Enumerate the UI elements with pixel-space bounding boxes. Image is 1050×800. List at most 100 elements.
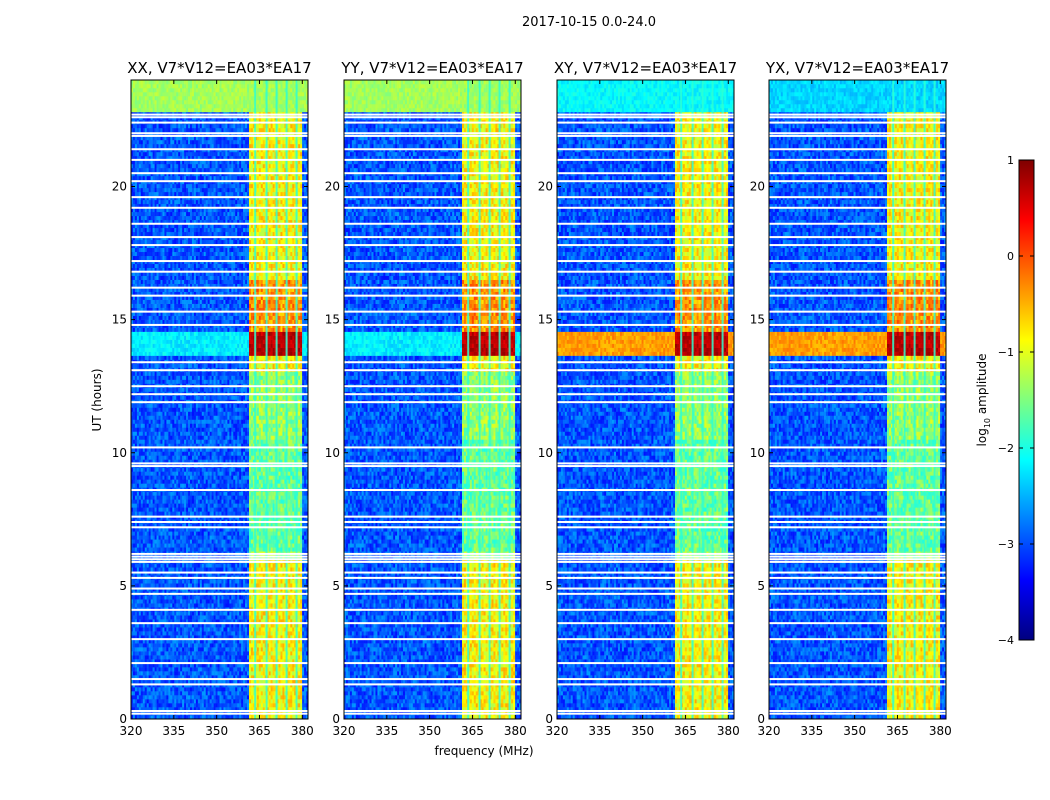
heatmap-cell: [137, 380, 139, 384]
heatmap-cell: [139, 631, 141, 635]
heatmap-cell: [135, 380, 137, 384]
heatmap-cell: [137, 471, 139, 475]
heatmap-cell: [133, 403, 135, 407]
heatmap-cell: [133, 455, 135, 459]
heatmap-cell: [139, 651, 141, 655]
heatmap-cell: [139, 144, 141, 148]
heatmap-cell: [137, 316, 139, 320]
heatmap-cell: [135, 320, 137, 324]
heatmap-cell: [133, 100, 135, 104]
heatmap-cell: [139, 96, 141, 100]
heatmap-cell: [133, 348, 135, 352]
heatmap-cell: [139, 667, 141, 671]
heatmap-cell: [133, 511, 135, 515]
heatmap-cell: [135, 415, 137, 419]
heatmap-cell: [137, 403, 139, 407]
heatmap-cell: [139, 364, 141, 368]
heatmap-cell: [135, 356, 137, 360]
heatmap-cell: [137, 344, 139, 348]
heatmap-cell: [133, 164, 135, 168]
heatmap-cell: [135, 507, 137, 511]
heatmap-cell: [139, 439, 141, 443]
heatmap-cell: [139, 563, 141, 567]
heatmap-cell: [137, 176, 139, 180]
figure-title: 2017-10-15 0.0-24.0: [522, 15, 656, 30]
heatmap-cell: [135, 539, 137, 543]
heatmap-cell: [139, 695, 141, 699]
heatmap-cell: [137, 356, 139, 360]
heatmap-cell: [133, 176, 135, 180]
heatmap-cell: [133, 352, 135, 356]
heatmap-cell: [139, 611, 141, 615]
heatmap-cell: [135, 703, 137, 707]
heatmap-cell: [137, 507, 139, 511]
heatmap-cell: [137, 372, 139, 376]
heatmap-cell: [137, 511, 139, 515]
heatmap-cell: [139, 543, 141, 547]
heatmap-cell: [137, 328, 139, 332]
heatmap-cell: [139, 92, 141, 96]
heatmap-cell: [137, 352, 139, 356]
heatmap-cell: [139, 240, 141, 244]
heatmap-cell: [137, 499, 139, 503]
heatmap-cell: [137, 435, 139, 439]
heatmap-cell: [137, 232, 139, 236]
heatmap-cell: [137, 631, 139, 635]
heatmap-cell: [133, 320, 135, 324]
heatmap-cell: [139, 471, 141, 475]
heatmap-cell: [135, 240, 137, 244]
heatmap-cell: [133, 228, 135, 232]
heatmap-cell: [139, 104, 141, 108]
heatmap-cell: [135, 439, 137, 443]
heatmap-cell: [139, 703, 141, 707]
heatmap-cell: [137, 376, 139, 380]
heatmap-cell: [139, 431, 141, 435]
heatmap-cell: [137, 320, 139, 324]
heatmap-cell: [133, 128, 135, 132]
heatmap-cell: [139, 228, 141, 232]
heatmap-cell: [135, 264, 137, 268]
heatmap-cell: [135, 547, 137, 551]
heatmap-cell: [135, 471, 137, 475]
heatmap-cell: [135, 563, 137, 567]
heatmap-cell: [139, 188, 141, 192]
heatmap-cell: [133, 407, 135, 411]
heatmap-cell: [135, 108, 137, 112]
heatmap-cell: [135, 419, 137, 423]
heatmap-cell: [133, 671, 135, 675]
heatmap-cell: [137, 667, 139, 671]
heatmap-cell: [133, 535, 135, 539]
heatmap-cell: [137, 603, 139, 607]
x-axis-label: frequency (MHz): [434, 744, 533, 758]
heatmap-cell: [133, 631, 135, 635]
heatmap-cell: [133, 276, 135, 280]
heatmap-cell: [133, 216, 135, 220]
heatmap-cell: [133, 655, 135, 659]
heatmap-cell: [139, 435, 141, 439]
heatmap-cell: [139, 340, 141, 344]
heatmap-cell: [137, 152, 139, 156]
heatmap-cell: [135, 615, 137, 619]
heatmap-cell: [135, 643, 137, 647]
heatmap-cell: [137, 100, 139, 104]
heatmap-cell: [133, 539, 135, 543]
heatmap-cell: [139, 671, 141, 675]
heatmap-cell: [137, 451, 139, 455]
heatmap-cell: [139, 407, 141, 411]
heatmap-cell: [133, 471, 135, 475]
heatmap-cell: [137, 699, 139, 703]
heatmap-cell: [139, 699, 141, 703]
heatmap-cell: [137, 336, 139, 340]
heatmap-cell: [137, 144, 139, 148]
heatmap-cell: [135, 128, 137, 132]
heatmap-cell: [135, 184, 137, 188]
heatmap-cell: [139, 320, 141, 324]
heatmap-cell: [135, 595, 137, 599]
heatmap-cell: [133, 280, 135, 284]
heatmap-cell: [133, 252, 135, 256]
heatmap-cell: [137, 84, 139, 88]
heatmap-cell: [133, 140, 135, 144]
heatmap-cell: [137, 691, 139, 695]
heatmap-cell: [135, 232, 137, 236]
